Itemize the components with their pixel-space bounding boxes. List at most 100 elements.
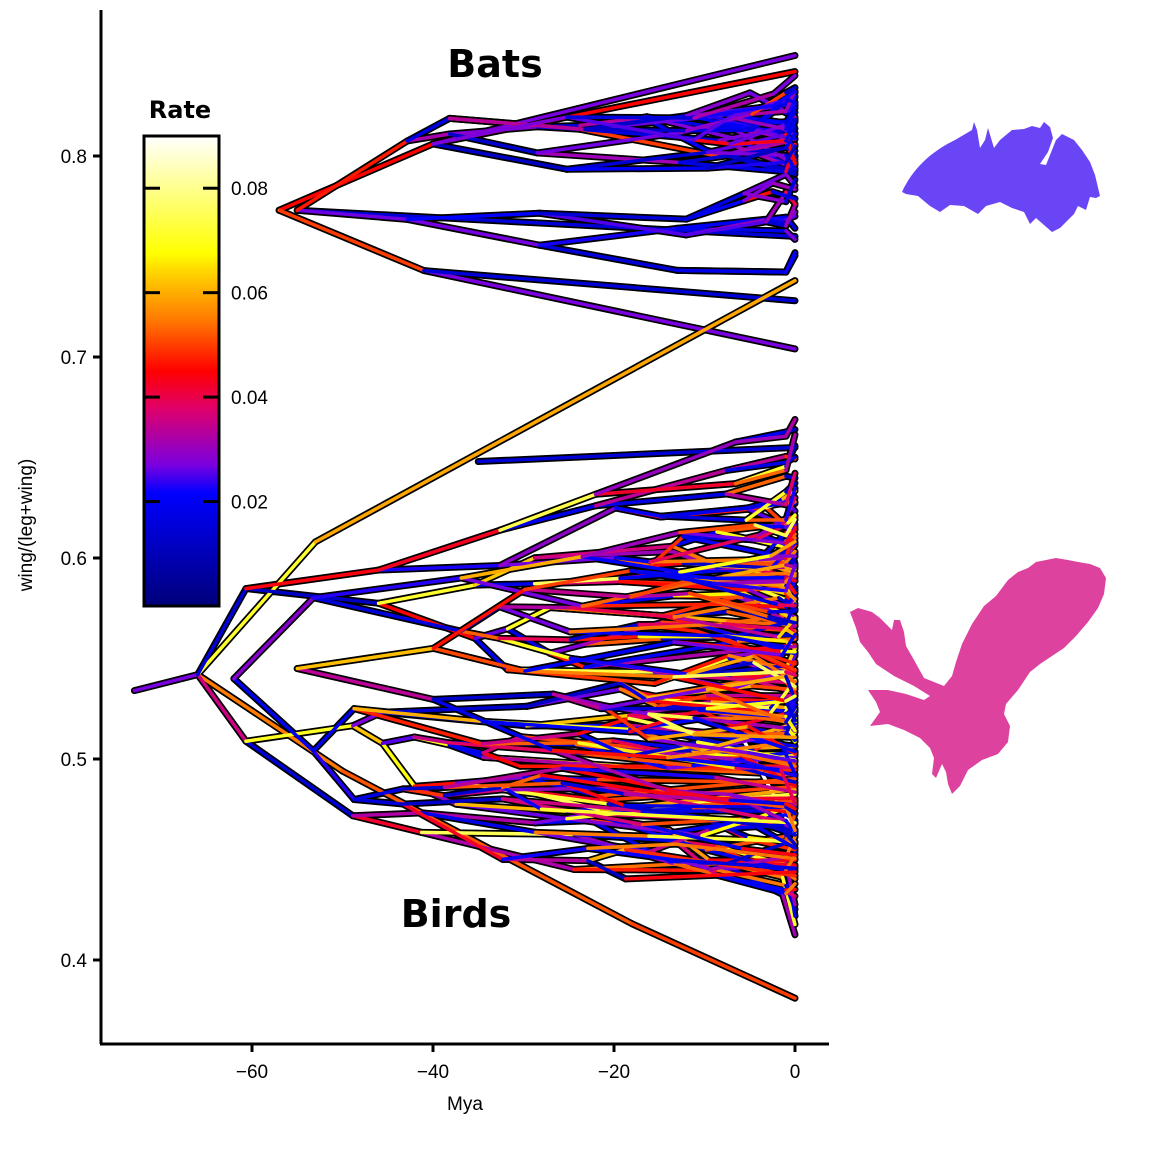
tree-branch — [712, 575, 788, 581]
tree-branch — [784, 804, 797, 833]
tree-branch — [244, 568, 381, 591]
tree-branch — [586, 846, 678, 862]
tree-branch — [658, 506, 749, 518]
tree-branch — [784, 417, 797, 438]
tree-branch — [764, 190, 788, 224]
tree-branch — [728, 792, 788, 823]
tree-branch — [784, 882, 797, 896]
tree-branch — [721, 634, 788, 649]
tree-branch — [568, 656, 690, 677]
tree-branch — [784, 513, 797, 528]
tree-branch — [195, 672, 248, 743]
tree-branch — [784, 802, 797, 811]
tree-branch — [784, 132, 797, 150]
tree-branch — [740, 846, 797, 857]
tree-branch — [232, 596, 316, 681]
bats-label: Bats — [447, 42, 542, 86]
tree-branch — [784, 144, 797, 165]
tree-branch — [480, 719, 632, 734]
tree-branch — [578, 127, 722, 159]
legend-tick-label: 0.06 — [231, 284, 268, 305]
tree-branch — [498, 506, 618, 568]
tree-branch — [784, 432, 797, 472]
legend-tick-label: 0.08 — [231, 179, 268, 200]
tree-branch — [742, 181, 775, 203]
tree-branch — [295, 646, 436, 671]
tree-branch — [593, 481, 738, 497]
tree-branch — [779, 768, 797, 806]
tree-branch — [431, 587, 527, 651]
tree-branch — [232, 676, 316, 753]
tree-branch — [401, 797, 505, 806]
tree-branch — [675, 226, 788, 233]
tree-branch — [311, 749, 356, 802]
tree-branch — [728, 798, 788, 806]
tree-branch — [647, 834, 788, 843]
tree-branch — [277, 208, 426, 273]
tree-branch — [564, 150, 710, 171]
tree-branch — [497, 636, 573, 661]
tree-branch — [708, 855, 788, 872]
tree-branch — [295, 208, 410, 222]
tree-branch — [525, 681, 623, 709]
tree-branch — [784, 120, 797, 143]
tree-branch — [535, 151, 682, 165]
tree-branch — [500, 785, 544, 812]
tree-branch — [311, 596, 464, 633]
tree-branch — [442, 785, 505, 798]
tree-branch — [688, 578, 781, 607]
tree-branch — [380, 741, 417, 789]
tree-branch — [539, 807, 797, 825]
tree-branch — [757, 556, 788, 562]
tree-branch — [593, 492, 729, 508]
tree-branch — [681, 561, 773, 570]
tree-branch — [784, 486, 797, 522]
tree-branch — [376, 583, 477, 606]
tree-branch — [784, 805, 797, 816]
tree-branch — [705, 150, 788, 158]
tree-branch — [568, 622, 726, 634]
rate-colorbar-legend: Rate 0.02 0.04 0.06 0.08 — [142, 96, 268, 608]
tree-branch — [376, 601, 477, 641]
tree-branch — [311, 706, 356, 753]
tree-branch — [473, 627, 510, 641]
tree-branch — [564, 115, 696, 142]
tree-branch — [672, 675, 788, 703]
tree-branch — [586, 858, 628, 881]
tree-branch — [784, 203, 797, 228]
tree-branch — [647, 712, 696, 737]
tree-branch — [412, 781, 458, 789]
tree-branch — [500, 857, 590, 863]
tree-branch — [422, 268, 797, 303]
tree-branch — [744, 490, 788, 522]
tree-branch — [401, 785, 447, 791]
tree-branch — [560, 766, 718, 780]
tree-branch — [613, 555, 653, 564]
tree-branch — [568, 605, 677, 619]
tree-branch — [535, 130, 682, 155]
tree-branch — [376, 528, 502, 572]
tree-branch — [523, 640, 676, 673]
tree-branch — [712, 581, 788, 593]
tree-branch — [551, 748, 670, 793]
tree-branch — [624, 870, 797, 881]
tree-branch — [692, 732, 797, 740]
tree-branch — [551, 748, 670, 760]
tree-branch — [582, 637, 665, 646]
tree-branch — [352, 787, 405, 802]
tree-branch — [568, 634, 642, 642]
tree-branch — [777, 603, 797, 608]
tree-branch — [574, 751, 695, 768]
tree-branch — [613, 506, 663, 518]
tree-branch — [523, 669, 676, 679]
x-tick-label: −60 — [236, 1062, 268, 1083]
tree-branch — [431, 115, 569, 146]
tree-branch — [784, 699, 797, 723]
tree-branch — [647, 724, 751, 741]
tree-branch — [692, 92, 776, 120]
tree-branch — [733, 434, 788, 444]
tree-branch — [352, 706, 485, 724]
y-axis-title: wing/(leg+wing) — [16, 459, 37, 593]
tree-branch — [681, 534, 788, 560]
tree-branch — [481, 751, 522, 769]
